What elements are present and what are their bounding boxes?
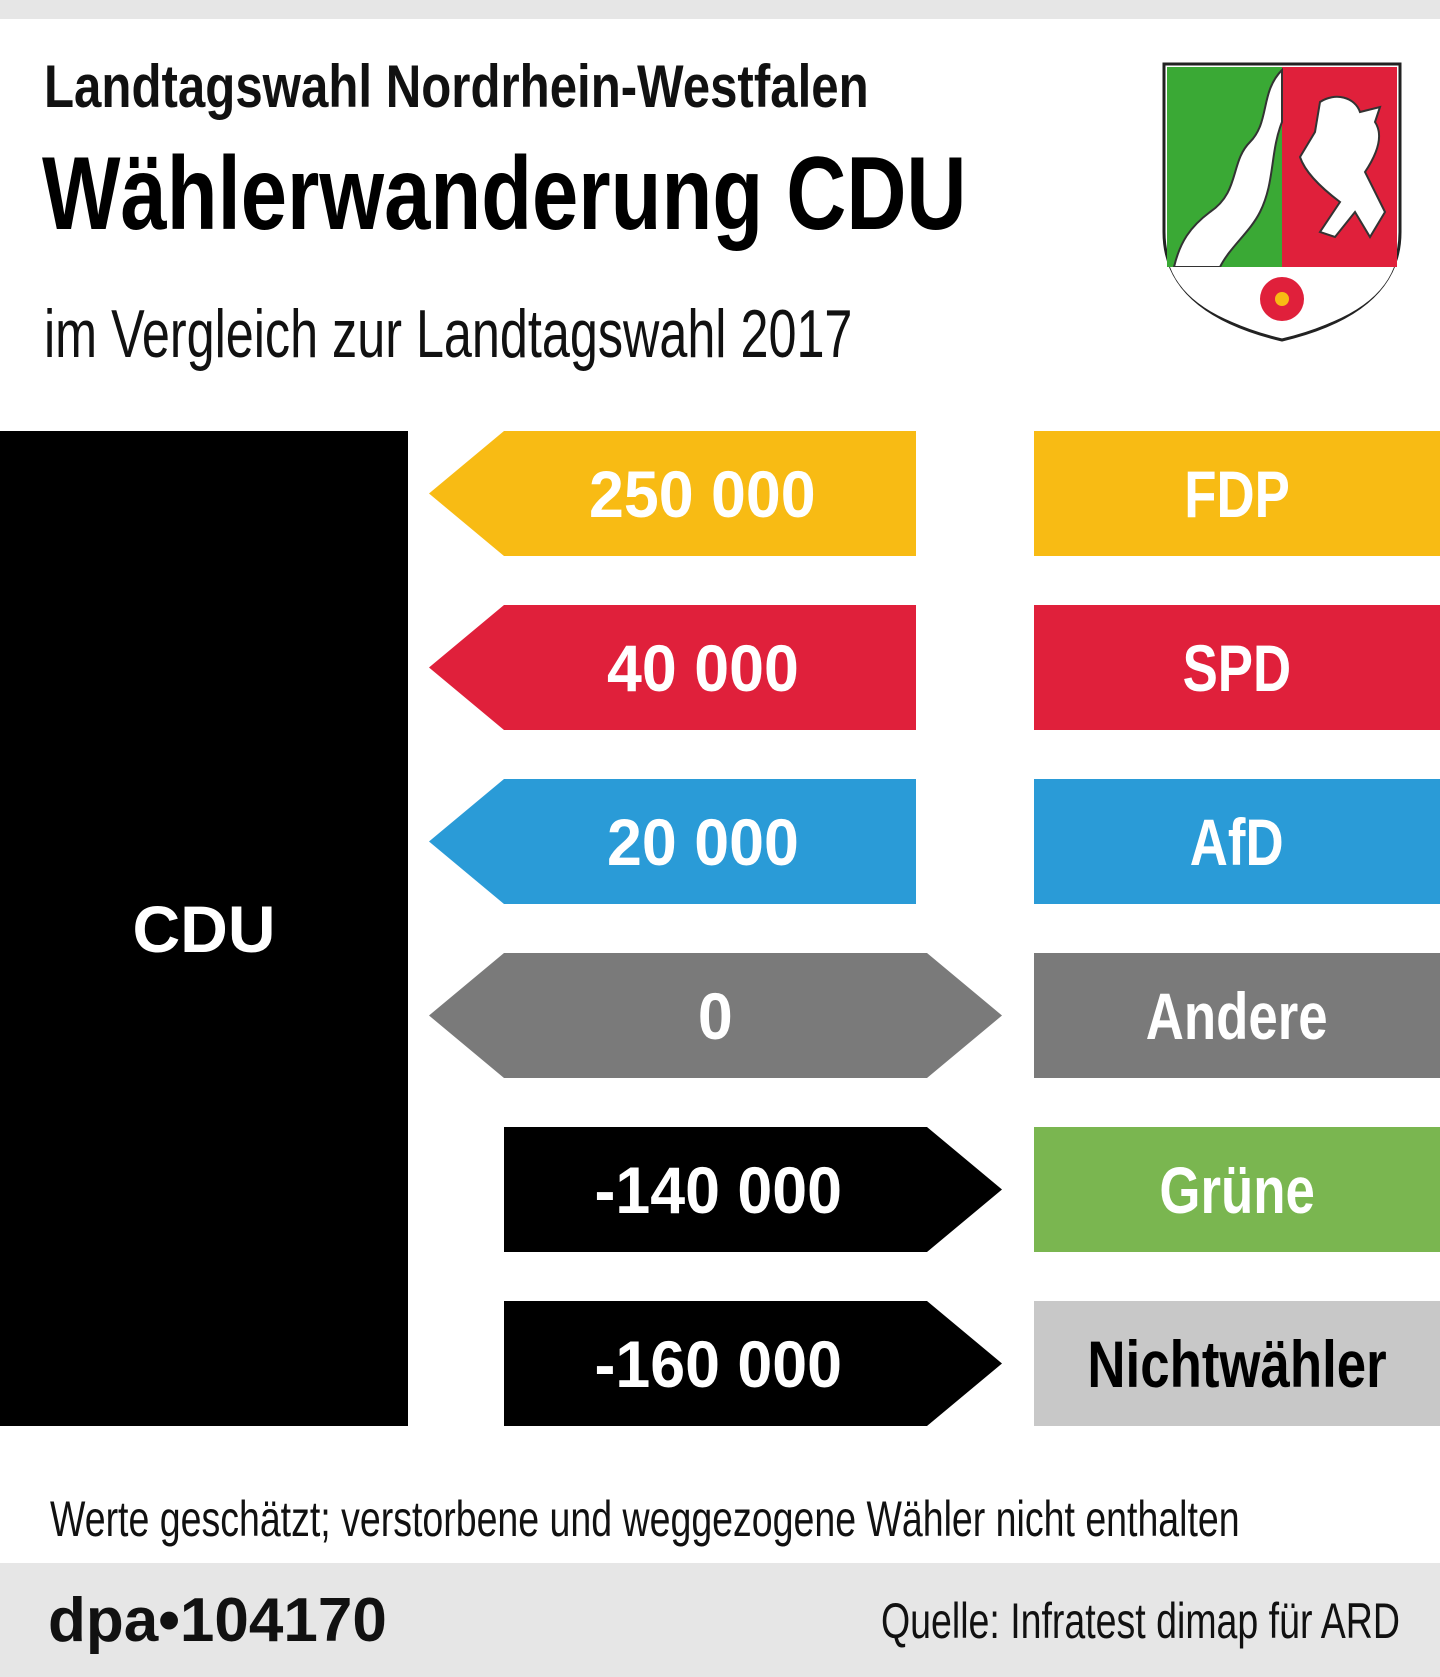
party-name: AfD (1190, 804, 1284, 879)
cdu-label: CDU (132, 891, 276, 966)
title-text: Landtagswahl Nordrhein-Westfalen (44, 53, 869, 120)
value-label: -160 000 (594, 1326, 842, 1401)
flow-arrow-nichtwähler: -160 000 (504, 1301, 1002, 1426)
value-label: -140 000 (594, 1152, 842, 1227)
value-label: 0 (698, 978, 733, 1053)
flow-arrow-andere: 0 (429, 953, 1002, 1078)
nrw-coat-of-arms-icon (1162, 62, 1402, 342)
source-text: Quelle: Infratest dimap für ARD (881, 1593, 1400, 1649)
party-label-spd: SPD (1034, 605, 1440, 730)
party-name: Andere (1146, 978, 1328, 1053)
chart-headline: Wählerwanderung CDU (42, 135, 1198, 254)
chart-subtitle: im Vergleich zur Landtagswahl 2017 (44, 295, 1136, 373)
top-strip (0, 0, 1440, 19)
party-name: SPD (1182, 630, 1292, 705)
flow-arrow-fdp: 250 000 (429, 431, 916, 556)
flow-arrow-afd: 20 000 (429, 779, 916, 904)
subtitle-text: im Vergleich zur Landtagswahl 2017 (44, 296, 853, 372)
value-label: 40 000 (606, 630, 799, 705)
party-label-andere: Andere (1034, 953, 1440, 1078)
source: Quelle: Infratest dimap für ARD (708, 1592, 1400, 1650)
value-label: 20 000 (606, 804, 799, 879)
chart-title: Landtagswahl Nordrhein-Westfalen (44, 52, 1050, 121)
party-name: FDP (1184, 456, 1290, 531)
headline-text: Wählerwanderung CDU (42, 136, 967, 252)
footer-band (0, 1563, 1440, 1677)
party-label-grüne: Grüne (1034, 1127, 1440, 1252)
flow-arrow-spd: 40 000 (429, 605, 916, 730)
value-label: 250 000 (589, 456, 816, 531)
party-label-nichtwähler: Nichtwähler (1034, 1301, 1440, 1426)
cdu-source-block: CDU (0, 431, 408, 1426)
party-name: Grüne (1159, 1152, 1315, 1227)
flow-arrow-grüne: -140 000 (504, 1127, 1002, 1252)
dpa-id: dpa•104170 (48, 1586, 387, 1655)
party-name: Nichtwähler (1087, 1326, 1387, 1401)
footnote: Werte geschätzt; verstorbene und weggezo… (50, 1490, 1440, 1548)
party-label-fdp: FDP (1034, 431, 1440, 556)
party-label-afd: AfD (1034, 779, 1440, 904)
footnote-text: Werte geschätzt; verstorbene und weggezo… (50, 1491, 1240, 1547)
